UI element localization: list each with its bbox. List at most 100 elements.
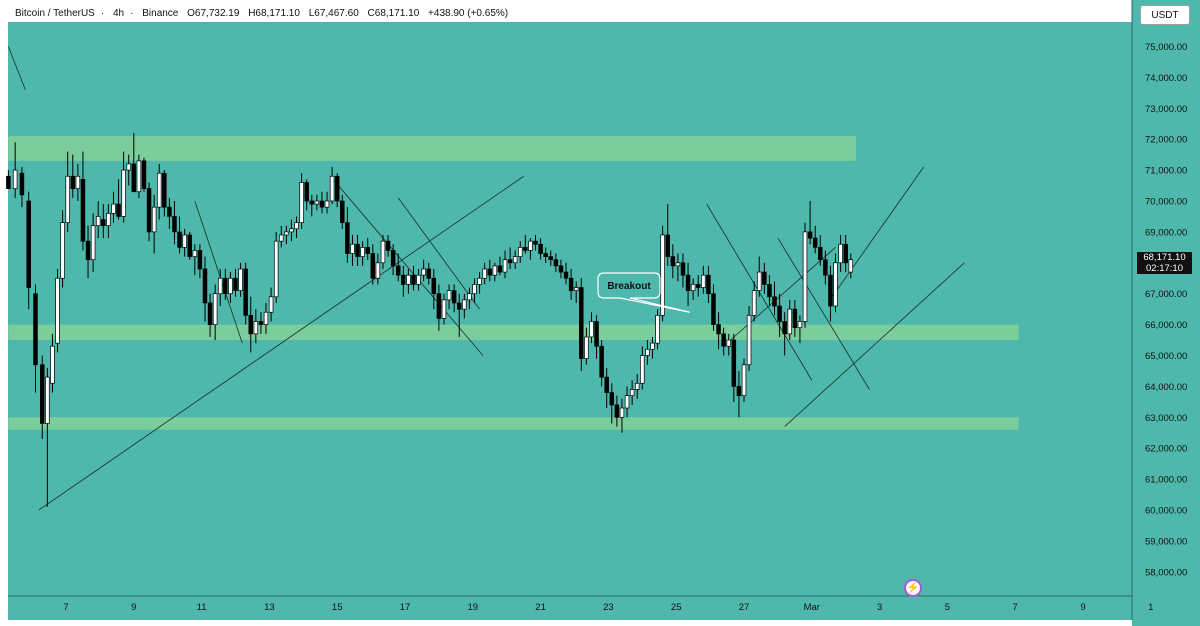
candle [563,271,569,279]
candle [228,277,233,295]
bar-countdown: 02:17:10 [1146,263,1183,274]
candle [685,274,691,291]
candle [741,364,747,397]
interval-label[interactable]: 4h [112,8,125,19]
candle [70,175,76,189]
y-tick-label: 69,000.00 [1145,227,1187,238]
symbol-name[interactable]: Bitcoin / TetherUS [15,8,95,19]
candle [614,404,620,418]
candle [497,265,503,273]
y-tick-label: 61,000.00 [1145,475,1187,486]
candle [441,299,447,319]
x-tick-label: 13 [264,602,275,613]
close-value: C68,171.10 [367,8,420,19]
x-tick-label: 9 [131,602,136,613]
y-tick-label: 71,000.00 [1145,166,1187,177]
candle [721,333,726,347]
last-price: 68,171.10 [1143,252,1186,263]
y-tick-label: 65,000.00 [1145,351,1187,362]
candle [711,293,716,325]
y-tick-label: 73,000.00 [1145,104,1187,115]
candle [106,213,111,227]
y-tick-label: 58,000.00 [1145,567,1187,578]
y-tick-label: 66,000.00 [1145,320,1187,331]
y-tick-label: 67,000.00 [1145,289,1187,300]
x-tick-label: 23 [603,602,614,613]
candle [146,188,152,233]
plot-area [8,22,1132,596]
candle [329,175,335,202]
lightning-icon[interactable]: ⚡ [904,579,922,597]
candle [151,206,157,233]
candle [777,305,782,322]
candle [131,163,137,193]
candle [253,321,259,335]
annotation-callout [597,272,690,313]
candle [360,247,365,257]
candle [355,243,360,257]
change-value: +438.90 (+0.65%) [428,8,509,19]
candle [334,175,340,202]
x-tick-label: 27 [739,602,750,613]
low-value: L67,467.60 [308,8,359,19]
candle [782,321,787,335]
candle [731,339,737,387]
candle [548,256,554,261]
candle [579,287,584,359]
candle [243,268,248,316]
candle [375,262,381,279]
trendline [38,175,524,511]
candle [640,355,645,384]
candle [838,243,843,264]
candle [80,179,86,242]
currency-button[interactable]: USDT [1140,5,1190,25]
candle [716,324,721,335]
candle [507,259,513,264]
candle [848,259,854,273]
candle [436,293,442,319]
candle [726,339,731,347]
candle [807,231,813,239]
candle [797,321,803,329]
candle [584,336,589,359]
candle [655,314,660,344]
candle [136,160,142,193]
x-tick-label: 3 [877,602,882,613]
support-resistance-zone [8,417,1019,430]
candle [279,234,284,242]
candle [162,172,167,208]
candle [472,284,477,295]
candle [665,234,670,257]
x-tick-label: 1 [1148,602,1153,613]
candle [833,262,838,307]
candle [299,182,304,223]
candle [594,321,599,347]
y-tick-label: 70,000.00 [1145,197,1187,208]
x-tick-label: 19 [468,602,479,613]
candle [523,247,528,251]
candle [690,284,696,291]
candle [111,203,116,214]
candle [390,250,396,267]
candle [207,302,213,325]
candle [792,308,798,329]
candle [538,243,543,254]
candle [604,376,609,393]
candle [121,169,126,217]
candle [294,222,299,230]
candle [589,321,594,338]
candle [6,175,11,189]
candle [26,200,31,288]
trendline [7,46,26,90]
candle [33,293,38,366]
trendline [330,175,484,356]
x-tick-label: 17 [400,602,411,613]
x-tick-label: 25 [671,602,682,613]
candle [314,200,320,205]
open-value: O67,732.19 [187,8,240,19]
candle [172,216,177,233]
candle [212,293,218,325]
trendline [831,166,925,298]
